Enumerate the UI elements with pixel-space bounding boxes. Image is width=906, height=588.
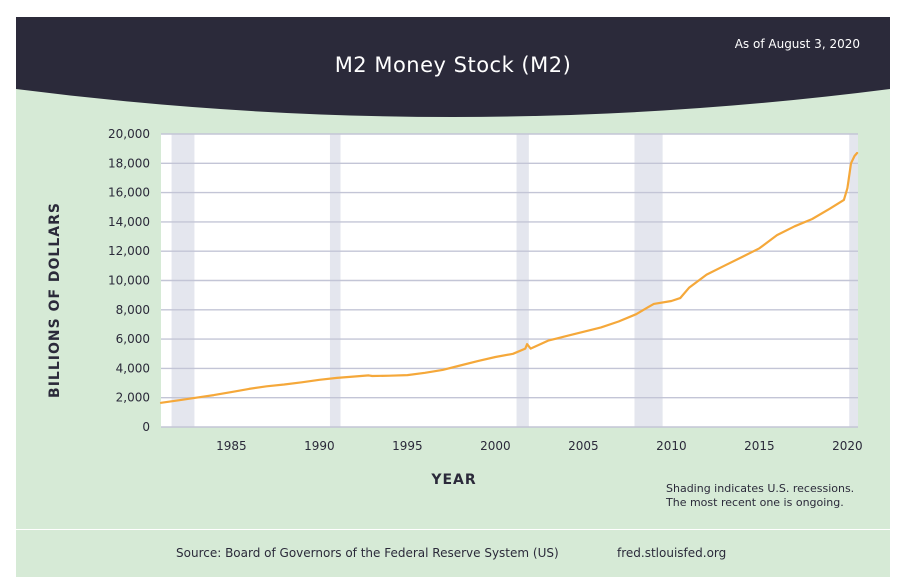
- x-tick-label: 2000: [480, 439, 511, 453]
- chart-canvas: 0 2,000 4,000 6,000 8,000 10,000 12,000 14,000 1…: [16, 17, 890, 453]
- y-tick-label: 14,000: [108, 215, 150, 229]
- x-axis-label: YEAR: [431, 472, 477, 488]
- chart-card: 0 2,000 4,000 6,000 8,000 10,000 12,000 14,000 1…: [16, 17, 890, 577]
- y-tick-label: 8,000: [116, 303, 150, 317]
- x-tick-label: 2010: [656, 439, 687, 453]
- y-tick-label: 2,000: [116, 391, 150, 405]
- x-tick-label: 2005: [568, 439, 599, 453]
- source-url: fred.stlouisfed.org: [617, 546, 727, 560]
- recession-note-line1: Shading indicates U.S. recessions.: [666, 482, 855, 495]
- header-band: [16, 17, 890, 117]
- footer-divider: [16, 529, 890, 530]
- x-tick-label: 2015: [744, 439, 775, 453]
- recession-note: Shading indicates U.S. recessions. The m…: [666, 482, 854, 510]
- y-tick-label: 20,000: [108, 127, 150, 141]
- x-tick-label: 1985: [216, 439, 247, 453]
- y-tick-label: 4,000: [116, 361, 150, 375]
- y-axis-label: BILLIONS OF DOLLARS: [47, 202, 63, 398]
- recession-note-line2: The most recent one is ongoing.: [666, 496, 844, 509]
- source-text: Source: Board of Governors of the Federa…: [176, 546, 559, 560]
- series-line: [159, 151, 859, 404]
- x-tick-label: 1990: [304, 439, 335, 453]
- x-tick-label: 1995: [392, 439, 423, 453]
- y-tick-label: 16,000: [108, 186, 150, 200]
- y-tick-label: 10,000: [108, 274, 150, 288]
- y-tick-label: 18,000: [108, 156, 150, 170]
- y-tick-label: 12,000: [108, 244, 150, 258]
- x-tick-label: 2020: [832, 439, 863, 453]
- y-tick-label: 6,000: [116, 332, 150, 346]
- y-tick-label: 0: [142, 420, 150, 434]
- as-of-date: As of August 3, 2020: [734, 37, 860, 51]
- chart-title: M2 Money Stock (M2): [334, 53, 572, 77]
- plot-area: 0 2,000 4,000 6,000 8,000 10,000 12,000 14,000 1…: [108, 127, 863, 453]
